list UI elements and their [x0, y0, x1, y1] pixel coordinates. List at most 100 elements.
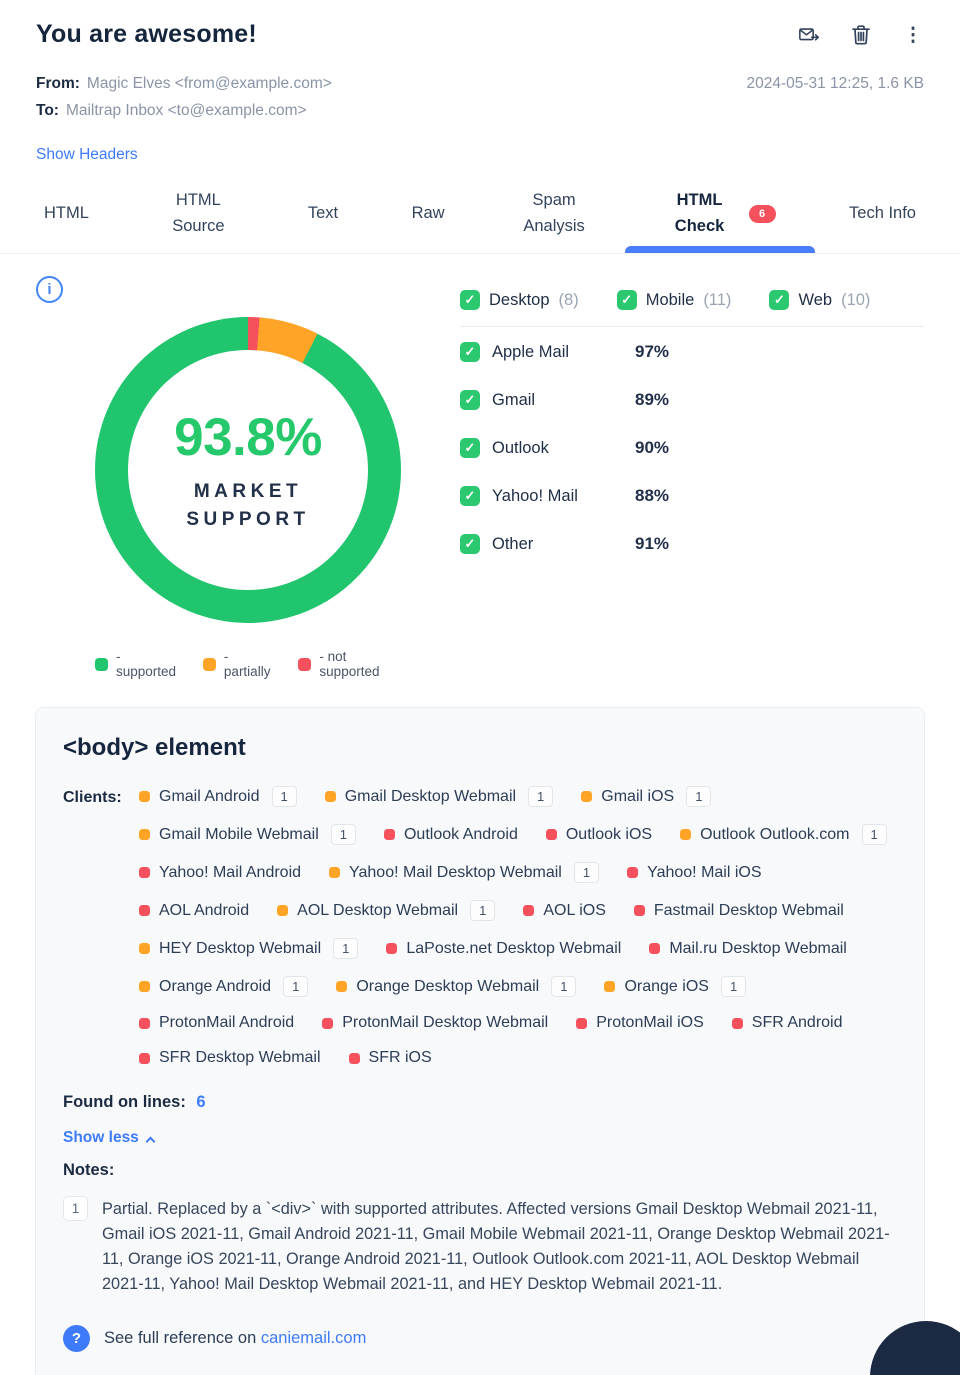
status-dot-icon: [633, 905, 645, 916]
checkbox-checked-icon[interactable]: ✓: [460, 438, 480, 458]
note-reference-badge: 1: [861, 824, 887, 845]
status-dot-icon: [545, 829, 557, 840]
clients-label: Clients:: [63, 789, 122, 806]
tab-raw[interactable]: Raw: [412, 174, 445, 253]
tab-html-source[interactable]: HTML Source: [162, 174, 234, 253]
client-pill-label: Outlook Outlook.com: [700, 825, 850, 843]
status-dot-icon: [324, 791, 336, 802]
filters-divider: [460, 326, 924, 327]
status-dot-icon: [649, 943, 661, 954]
tab-html-check[interactable]: HTML Check 6: [664, 174, 776, 253]
note-reference-badge: 1: [330, 824, 356, 845]
affected-clients-list: Gmail Android 1 Gmail Desktop Webmail 1 …: [139, 786, 897, 1067]
client-pill: Yahoo! Mail Desktop Webmail 1: [329, 862, 600, 883]
status-dot-icon: [731, 1017, 743, 1029]
checkbox-checked-icon[interactable]: ✓: [460, 290, 480, 310]
show-headers-link[interactable]: Show Headers: [36, 146, 138, 163]
filter-label: Desktop: [489, 290, 550, 309]
client-pill-label: Yahoo! Mail Desktop Webmail: [349, 863, 562, 881]
client-pill: Orange iOS 1: [604, 976, 747, 997]
legend-swatch: [95, 657, 108, 671]
caniemail-link[interactable]: caniemail.com: [260, 1328, 367, 1347]
platform-filter-mobile[interactable]: ✓ Mobile (11): [616, 290, 731, 310]
info-icon[interactable]: i: [36, 276, 63, 303]
client-support-percent: 90%: [635, 438, 670, 457]
client-pill: Orange Android 1: [139, 976, 309, 997]
client-support-row: ✓ Gmail 89%: [460, 377, 924, 423]
client-support-row: ✓ Outlook 90%: [460, 425, 924, 471]
status-dot-icon: [336, 981, 348, 992]
note-reference-badge: 1: [333, 938, 359, 959]
checkbox-checked-icon[interactable]: ✓: [460, 534, 480, 554]
client-pill-label: ProtonMail Desktop Webmail: [342, 1014, 549, 1031]
client-support-percent: 97%: [635, 342, 670, 361]
client-group-label: Other: [492, 534, 534, 553]
chevron-up-icon: [145, 1136, 156, 1146]
note-reference-badge: 1: [283, 976, 309, 997]
client-pill: Orange Desktop Webmail 1: [336, 976, 577, 997]
client-pill: Yahoo! Mail iOS: [627, 863, 762, 882]
status-dot-icon: [627, 867, 639, 878]
from-value: Magic Elves <from@example.com>: [86, 75, 332, 92]
to-value: Mailtrap Inbox <to@example.com>: [65, 102, 307, 119]
filter-count: (8): [558, 290, 579, 309]
delete-icon[interactable]: [850, 24, 872, 46]
platform-filter-web[interactable]: ✓ Web (10): [769, 290, 870, 310]
filter-count: (10): [841, 290, 871, 309]
client-pill-label: Yahoo! Mail iOS: [647, 863, 762, 881]
client-pill: Gmail Desktop Webmail 1: [324, 786, 554, 807]
client-pill: SFR iOS: [348, 1049, 432, 1067]
tab-html[interactable]: HTML: [44, 174, 89, 253]
client-pill-label: AOL Android: [159, 901, 250, 919]
client-pill-label: AOL Desktop Webmail: [297, 901, 459, 919]
client-pill-label: Outlook iOS: [565, 825, 653, 843]
client-pill: Mail.ru Desktop Webmail: [649, 940, 847, 958]
status-dot-icon: [523, 905, 535, 916]
checkbox-checked-icon[interactable]: ✓: [460, 342, 480, 362]
more-options-icon[interactable]: ⋮: [903, 24, 923, 46]
client-support-row: ✓ Other 91%: [460, 521, 924, 567]
status-dot-icon: [581, 791, 593, 802]
tab-label: HTML: [44, 203, 89, 222]
found-on-lines-value[interactable]: 6: [196, 1093, 206, 1111]
client-pill-label: Orange Desktop Webmail: [356, 977, 540, 995]
client-pill-label: SFR Desktop Webmail: [159, 1049, 321, 1066]
client-pill: ProtonMail Desktop Webmail: [322, 1014, 548, 1032]
client-pill: Yahoo! Mail Android: [139, 864, 301, 882]
note-item: 1 Partial. Replaced by a `<div>` with su…: [63, 1196, 897, 1297]
legend-item: - partially: [202, 649, 273, 679]
client-pill-label: Yahoo! Mail Android: [159, 863, 302, 881]
client-group-label: Outlook: [492, 438, 549, 457]
tab-tech-info[interactable]: Tech Info: [849, 174, 916, 253]
email-view-tabs: HTML HTML Source Text Raw Spam Analysis …: [0, 174, 960, 254]
notes-label: Notes:: [63, 1161, 115, 1179]
tab-spam-analysis[interactable]: Spam Analysis: [518, 174, 590, 253]
forward-email-icon[interactable]: [798, 24, 820, 46]
client-pill: Fastmail Desktop Webmail: [633, 902, 844, 920]
email-subject-title: You are awesome!: [36, 20, 257, 48]
client-group-label: Yahoo! Mail: [492, 486, 578, 505]
note-reference-badge: 1: [470, 900, 496, 921]
checkbox-checked-icon[interactable]: ✓: [616, 290, 637, 310]
status-dot-icon: [139, 1017, 150, 1029]
client-support-row: ✓ Apple Mail 97%: [460, 329, 924, 375]
platform-filter-desktop[interactable]: ✓ Desktop (8): [460, 290, 579, 310]
header: You are awesome!: [0, 0, 960, 164]
checkbox-checked-icon[interactable]: ✓: [460, 390, 480, 410]
client-support-row: ✓ Yahoo! Mail 88%: [460, 473, 924, 519]
client-pill: Outlook Outlook.com 1: [680, 824, 887, 845]
show-less-link[interactable]: Show less: [63, 1129, 897, 1147]
checkbox-checked-icon[interactable]: ✓: [769, 290, 790, 310]
tab-text[interactable]: Text: [308, 174, 338, 253]
caniemail-logo-icon: ?: [63, 1324, 90, 1352]
status-dot-icon: [139, 981, 150, 992]
client-pill-label: LaPoste.net Desktop Webmail: [406, 939, 622, 957]
status-dot-icon: [139, 905, 150, 916]
legend-label: - not supported: [319, 649, 380, 679]
legend-label: - partially: [223, 649, 271, 679]
client-pill: SFR Desktop Webmail: [139, 1049, 321, 1067]
donut-legend: - supported - partially - not supported: [95, 649, 401, 679]
client-pill-label: ProtonMail iOS: [596, 1014, 704, 1031]
legend-item: - not supported: [298, 649, 401, 679]
checkbox-checked-icon[interactable]: ✓: [460, 486, 480, 506]
